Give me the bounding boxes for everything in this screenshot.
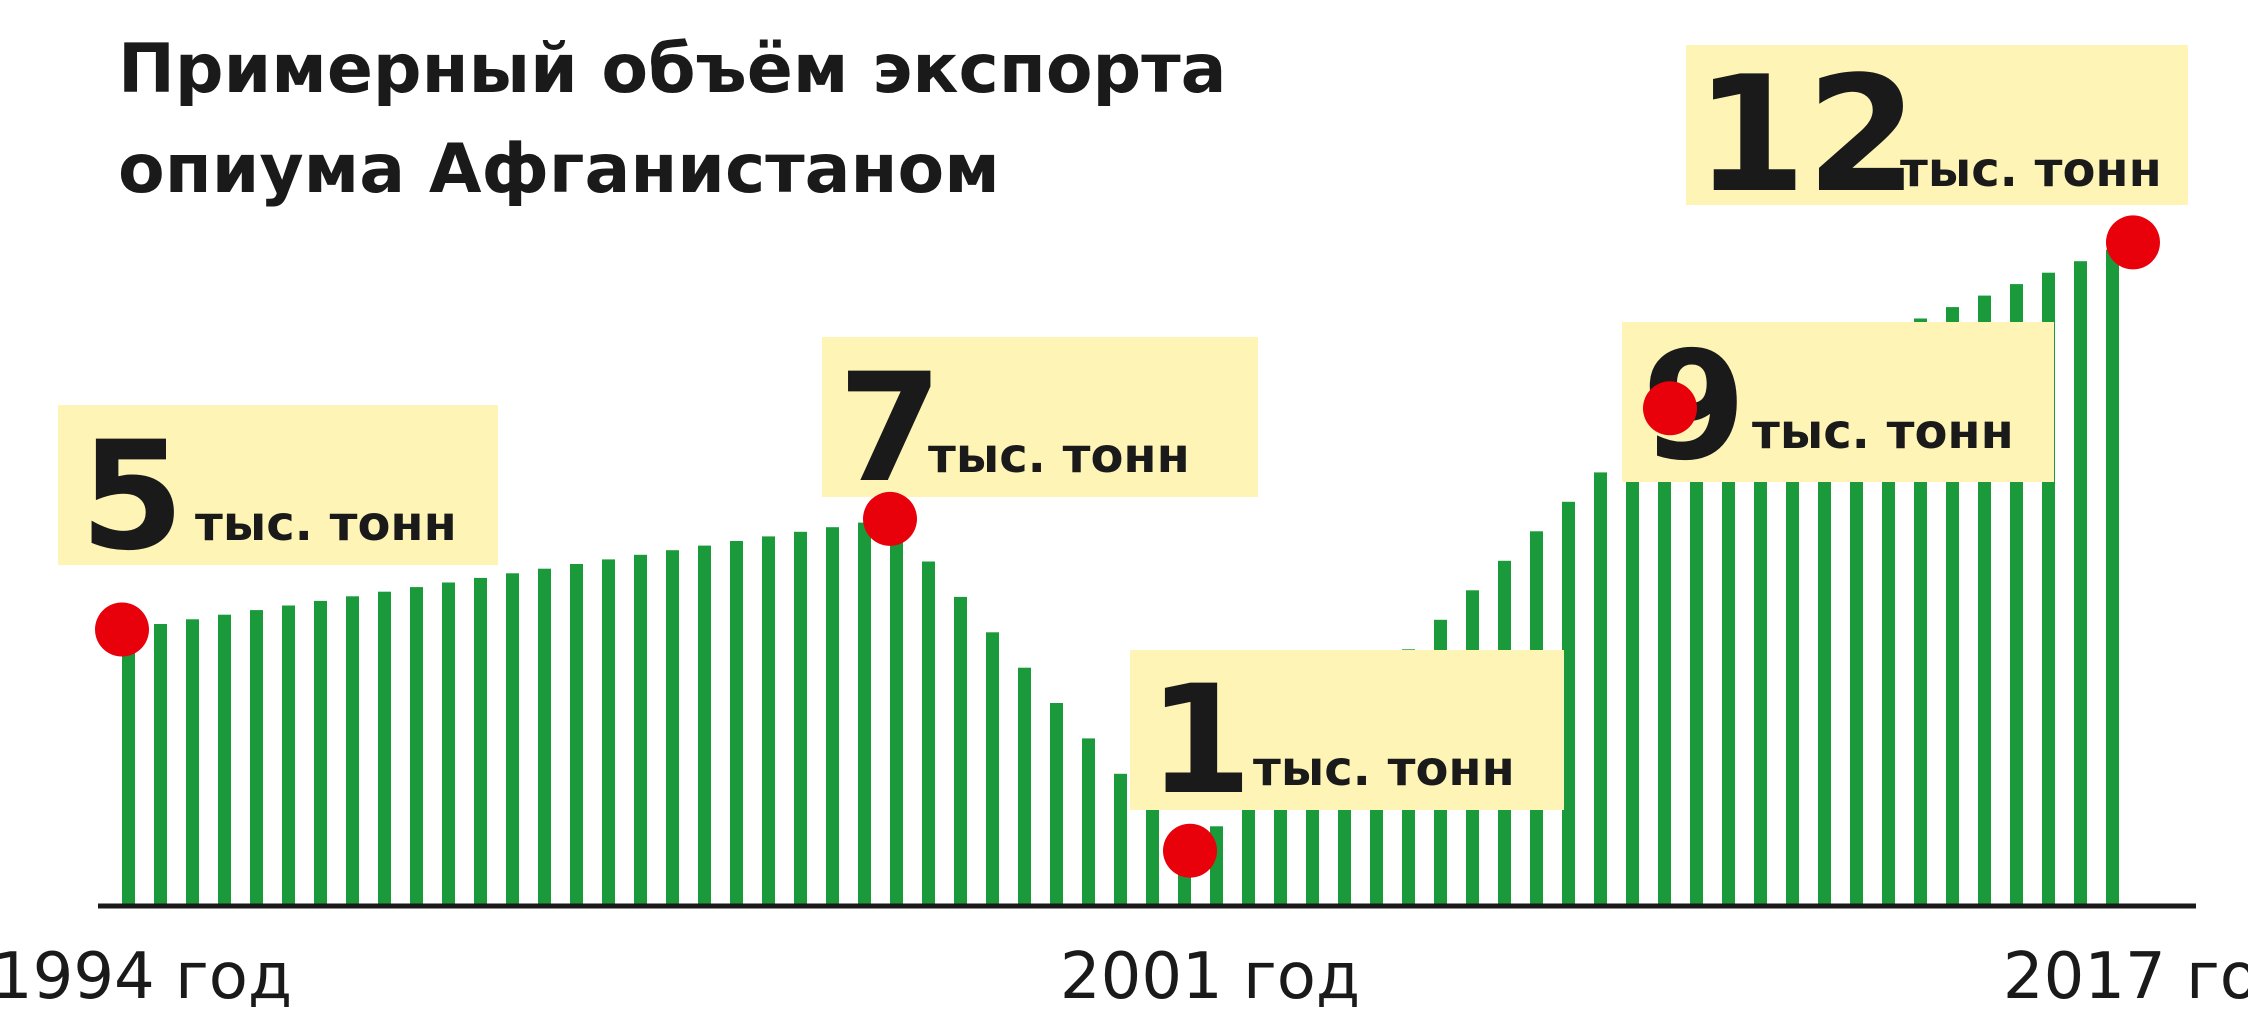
value-label-number: 7 bbox=[838, 342, 942, 516]
area-stripe bbox=[282, 605, 295, 906]
value-label-background bbox=[58, 405, 498, 565]
area-stripe bbox=[794, 531, 807, 906]
area-stripe bbox=[378, 591, 391, 906]
area-stripe bbox=[954, 596, 967, 906]
value-label-background bbox=[1130, 650, 1564, 810]
area-stripe bbox=[986, 632, 999, 906]
value-label-unit: тыс. тонн bbox=[1253, 741, 1515, 797]
area-stripe bbox=[2106, 249, 2119, 906]
area-stripe bbox=[474, 577, 487, 906]
area-stripe bbox=[1114, 773, 1127, 906]
area-stripe bbox=[1786, 364, 1799, 906]
data-point-marker-2009 bbox=[1643, 381, 1697, 436]
area-stripe bbox=[346, 596, 359, 906]
data-point-marker-2017 bbox=[2106, 215, 2160, 270]
area-stripe bbox=[762, 536, 775, 906]
value-label-background bbox=[1686, 45, 2188, 205]
chart-title-line-1: Примерный объём экспорта bbox=[118, 30, 1227, 109]
value-label-unit: тыс. тонн bbox=[1900, 142, 2162, 198]
area-stripe bbox=[602, 559, 615, 906]
area-stripe bbox=[858, 522, 871, 906]
area-stripe bbox=[1594, 472, 1607, 906]
area-stripe bbox=[730, 541, 743, 906]
data-point-marker-2001 bbox=[1163, 823, 1217, 878]
area-stripe bbox=[1690, 398, 1703, 906]
area-stripe bbox=[1562, 501, 1575, 906]
area-stripe bbox=[186, 619, 199, 906]
x-tick-label-1994: 1994 год bbox=[0, 940, 292, 1014]
area-stripe bbox=[1754, 375, 1767, 906]
area-stripe bbox=[314, 600, 327, 906]
area-stripe bbox=[250, 610, 263, 906]
area-stripe bbox=[1050, 703, 1063, 906]
area-stripe bbox=[1242, 796, 1255, 906]
area-stripe bbox=[154, 624, 167, 906]
area-stripe bbox=[826, 527, 839, 906]
area-stripe bbox=[634, 554, 647, 906]
area-stripe bbox=[570, 564, 583, 906]
area-stripe bbox=[666, 550, 679, 906]
area-fill-stripes bbox=[122, 249, 2119, 907]
data-point-marker-2000 bbox=[863, 491, 917, 546]
value-label-1994: 5 тыс. тонн bbox=[58, 405, 498, 584]
area-stripe bbox=[1722, 387, 1735, 906]
area-stripe bbox=[2074, 261, 2087, 906]
value-label-unit: тыс. тонн bbox=[928, 428, 1190, 484]
area-stripe bbox=[538, 568, 551, 906]
chart-title-line-2: опиума Афганистаном bbox=[118, 130, 1000, 209]
value-label-unit: тыс. тонн bbox=[195, 496, 457, 552]
area-stripe bbox=[122, 628, 135, 906]
value-label-unit: тыс. тонн bbox=[1752, 404, 2014, 460]
area-stripe bbox=[890, 526, 903, 906]
x-axis-tick-labels: 1994 год 2001 год 2017 год bbox=[0, 940, 2248, 1014]
area-stripe bbox=[410, 587, 423, 906]
chart-title: Примерный объём экспорта опиума Афганист… bbox=[118, 30, 1227, 209]
area-stripe bbox=[1146, 809, 1159, 906]
x-tick-label-2017: 2017 год bbox=[2003, 940, 2248, 1014]
area-stripe bbox=[922, 561, 935, 906]
value-label-background bbox=[822, 337, 1258, 497]
value-label-number: 1 bbox=[1148, 654, 1252, 828]
area-stripe bbox=[442, 582, 455, 906]
value-label-number: 12 bbox=[1695, 41, 1918, 228]
area-stripe bbox=[1850, 341, 1863, 906]
data-point-markers bbox=[95, 215, 2160, 878]
area-stripe bbox=[218, 614, 231, 906]
value-label-2009: 9тыс. тонн bbox=[1622, 320, 2054, 494]
area-stripe bbox=[506, 573, 519, 906]
area-stripe bbox=[1018, 667, 1031, 906]
area-stripe bbox=[698, 545, 711, 906]
area-stripe bbox=[1658, 413, 1671, 906]
area-stripe bbox=[1082, 738, 1095, 906]
data-point-marker-1994 bbox=[95, 602, 149, 657]
x-tick-label-2001: 2001 год bbox=[1060, 940, 1360, 1014]
area-stripe bbox=[1626, 442, 1639, 906]
value-label-number: 5 bbox=[80, 410, 184, 584]
area-stripe bbox=[1818, 352, 1831, 906]
value-label-2001: 1 тыс. тонн bbox=[1130, 650, 1564, 828]
